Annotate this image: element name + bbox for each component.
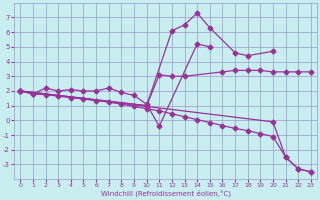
X-axis label: Windchill (Refroidissement éolien,°C): Windchill (Refroidissement éolien,°C)	[100, 190, 231, 197]
